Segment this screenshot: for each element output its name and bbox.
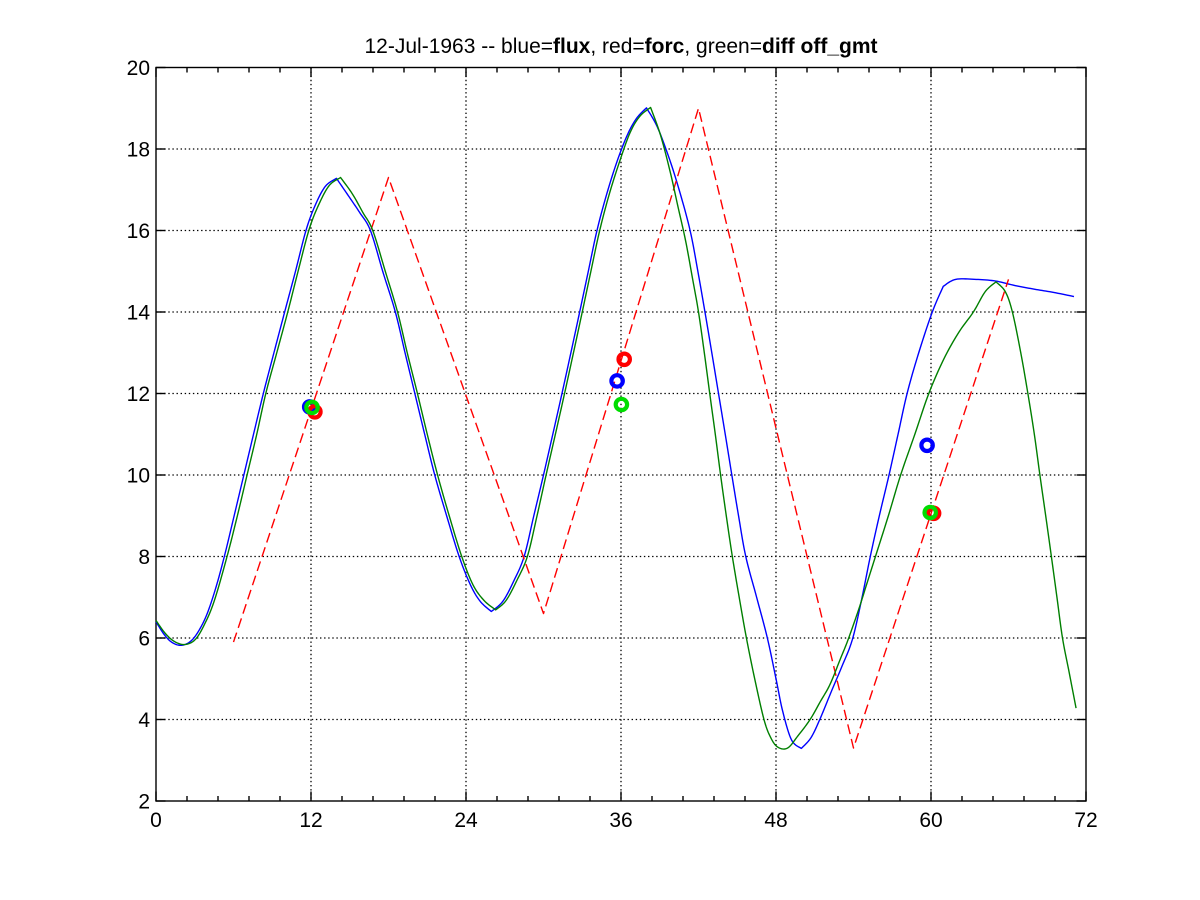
svg-text:36: 36: [609, 809, 632, 832]
svg-text:12: 12: [299, 809, 322, 832]
svg-text:12: 12: [127, 383, 150, 406]
svg-text:60: 60: [919, 809, 942, 832]
svg-text:12-Jul-1963 -- blue=flux, red=: 12-Jul-1963 -- blue=flux, red=forc, gree…: [365, 35, 878, 58]
svg-text:18: 18: [127, 139, 150, 162]
svg-text:16: 16: [127, 220, 150, 243]
svg-text:6: 6: [138, 628, 150, 651]
svg-text:14: 14: [127, 302, 151, 325]
svg-text:20: 20: [127, 57, 150, 80]
svg-text:4: 4: [138, 709, 150, 732]
svg-text:72: 72: [1074, 809, 1097, 832]
svg-text:8: 8: [138, 546, 150, 569]
svg-text:24: 24: [454, 809, 478, 832]
svg-text:48: 48: [764, 809, 787, 832]
svg-text:2: 2: [138, 791, 150, 814]
svg-text:10: 10: [127, 465, 150, 488]
svg-text:0: 0: [150, 809, 162, 832]
